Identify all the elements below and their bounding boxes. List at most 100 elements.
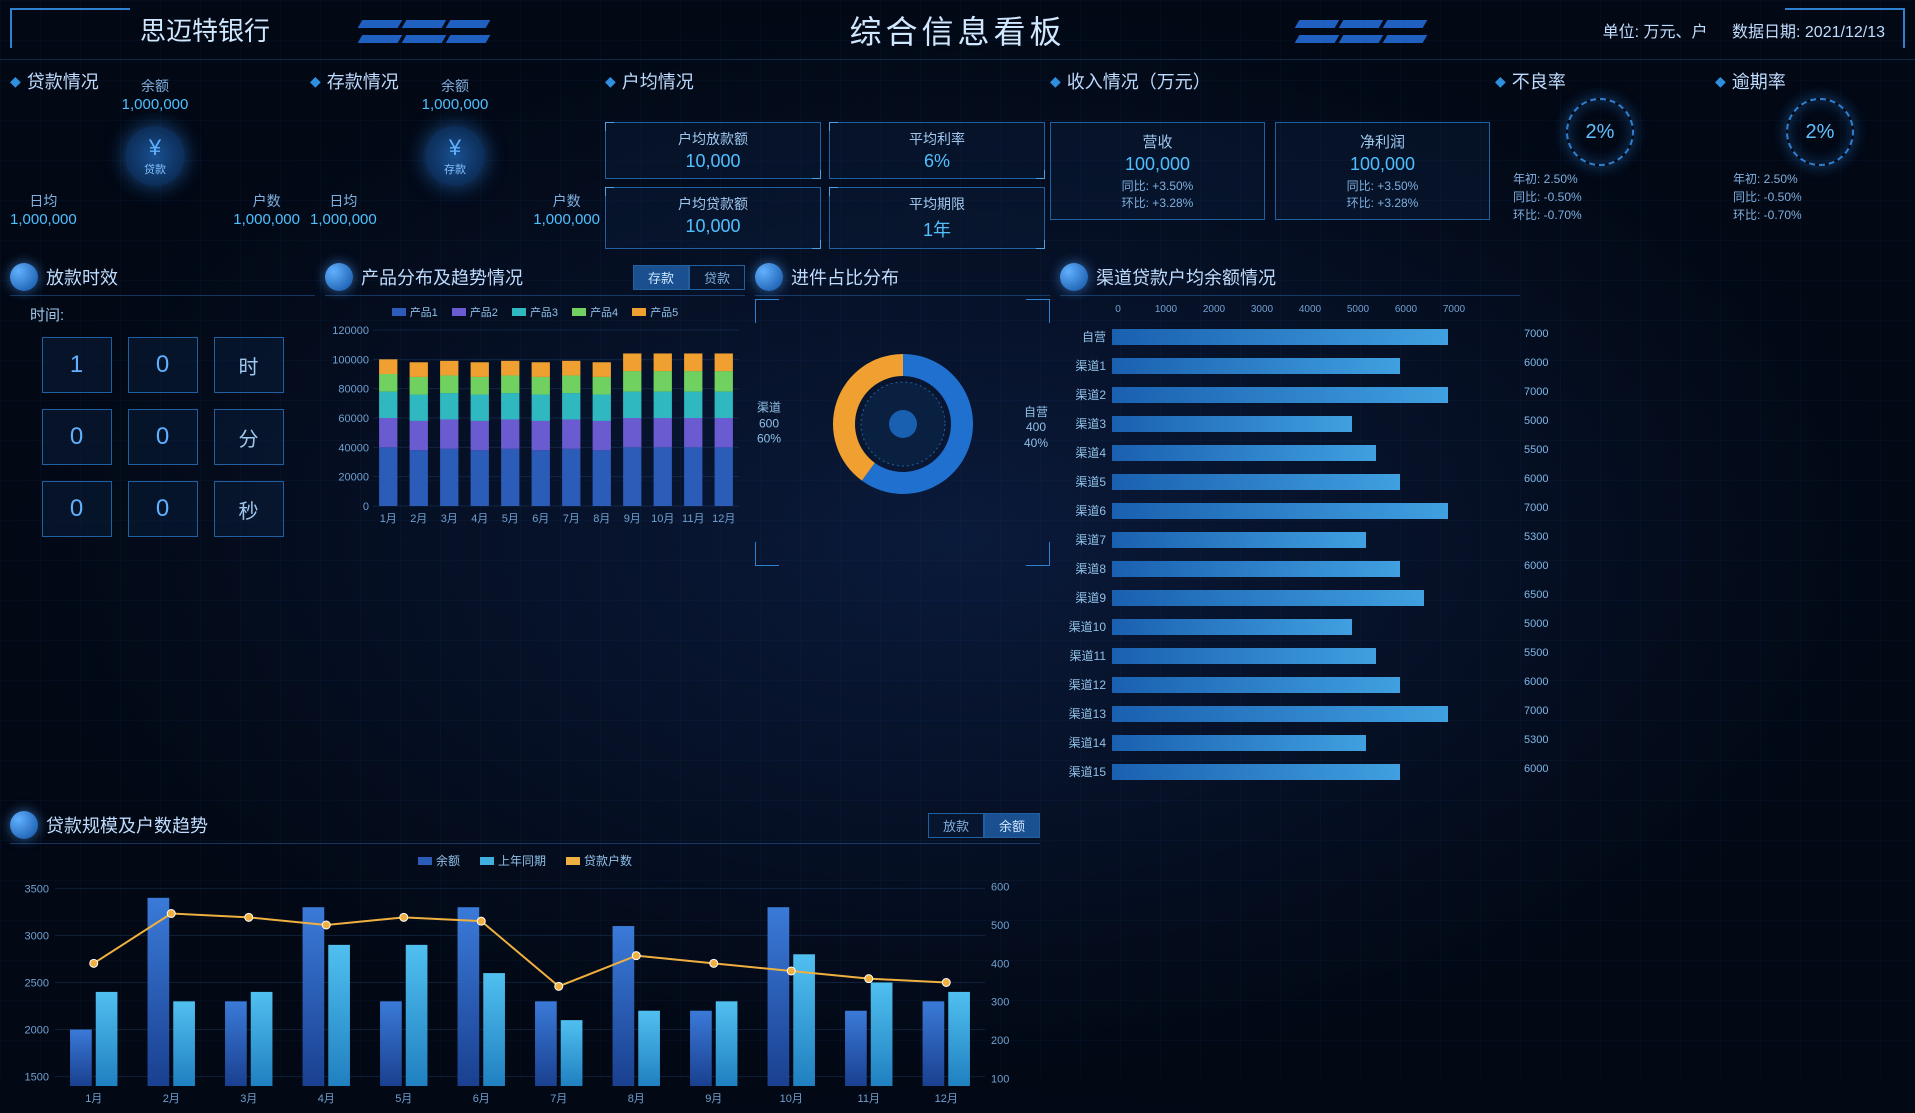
svg-text:600: 600	[991, 882, 1009, 894]
svg-text:4月: 4月	[318, 1093, 335, 1105]
svg-text:3月: 3月	[240, 1093, 257, 1105]
hbar-row: 渠道2 7000	[1060, 380, 1520, 409]
svg-text:9月: 9月	[624, 513, 641, 525]
header: 思迈特银行 综合信息看板 单位: 万元、户 数据日期: 2021/12/13	[0, 0, 1915, 60]
svg-text:1月: 1月	[85, 1093, 102, 1105]
hbar-row: 渠道10 5000	[1060, 612, 1520, 641]
hbar-row: 渠道6 7000	[1060, 496, 1520, 525]
kpi-box: 户均放款额 10,000	[605, 122, 821, 179]
hbar-row: 渠道15 6000	[1060, 757, 1520, 786]
legend-item: 余额	[418, 852, 460, 869]
svg-text:120000: 120000	[332, 326, 369, 337]
svg-text:7月: 7月	[563, 513, 580, 525]
timer-digit: 0	[42, 409, 112, 465]
svg-text:200: 200	[991, 1035, 1009, 1047]
hbar-row: 渠道3 5000	[1060, 409, 1520, 438]
svg-text:400: 400	[991, 958, 1009, 970]
svg-text:100000: 100000	[332, 354, 369, 366]
legend-item: 产品1	[392, 304, 438, 320]
svg-text:100: 100	[991, 1073, 1009, 1085]
deposit-panel: 存款情况 余额 1,000,000 ¥ 存款 日均 1,000,000 户数 1…	[310, 68, 600, 228]
svg-text:300: 300	[991, 997, 1009, 1009]
svg-text:4月: 4月	[471, 513, 488, 525]
sphere-icon	[10, 811, 38, 839]
legend-item: 产品5	[632, 304, 678, 320]
svg-text:1500: 1500	[25, 1072, 49, 1084]
sphere-icon	[755, 263, 783, 291]
svg-text:2月: 2月	[410, 513, 427, 525]
svg-text:9月: 9月	[705, 1093, 722, 1105]
hbar-row: 渠道1 6000	[1060, 351, 1520, 380]
hbar-row: 渠道12 6000	[1060, 670, 1520, 699]
toggle-loan-button[interactable]: 贷款	[689, 265, 745, 290]
hbar-row: 渠道9 6500	[1060, 583, 1520, 612]
loan-panel: 贷款情况 余额 1,000,000 ¥ 贷款 日均 1,000,000 户数 1…	[10, 68, 300, 228]
svg-text:8月: 8月	[593, 513, 610, 525]
hbar-row: 渠道11 5500	[1060, 641, 1520, 670]
loan-icon: ¥ 贷款	[125, 126, 185, 186]
timer-digit: 0	[128, 337, 198, 393]
svg-text:11月: 11月	[682, 513, 704, 525]
loan-balance-value: 1,000,000	[122, 96, 189, 113]
donut-panel: 进件占比分布 渠道60060% 自营40040%	[755, 263, 1050, 566]
per-household-panel: 户均情况 户均放款额 10,000 平均利率 6% 户均贷款额 10,000 平…	[605, 68, 1045, 249]
hbar-row: 自营 7000	[1060, 322, 1520, 351]
svg-text:80000: 80000	[338, 384, 369, 396]
svg-text:3000: 3000	[25, 930, 49, 942]
svg-text:3月: 3月	[441, 513, 458, 525]
svg-text:10月: 10月	[780, 1093, 803, 1105]
page-title: 综合信息看板	[849, 7, 1065, 53]
hbar-row: 渠道5 6000	[1060, 467, 1520, 496]
kpi-box: 平均利率 6%	[829, 122, 1045, 179]
timer-unit: 秒	[214, 481, 284, 537]
svg-text:8月: 8月	[628, 1093, 645, 1105]
svg-text:10月: 10月	[651, 513, 674, 525]
product-chart-panel: 产品分布及趋势情况 存款 贷款 产品1产品2产品3产品4产品5 02000040…	[325, 263, 745, 566]
timer-unit: 分	[214, 409, 284, 465]
hbar-panel: 渠道贷款户均余额情况 01000200030004000500060007000…	[1060, 263, 1520, 803]
svg-text:11月: 11月	[858, 1093, 880, 1105]
svg-text:1月: 1月	[380, 513, 397, 525]
legend-item: 上年同期	[480, 852, 546, 869]
svg-text:6月: 6月	[532, 513, 549, 525]
svg-text:2500: 2500	[25, 978, 49, 990]
toggle-deposit-button[interactable]: 存款	[633, 265, 689, 290]
svg-text:500: 500	[991, 920, 1009, 932]
svg-text:60000: 60000	[338, 413, 369, 425]
svg-text:5月: 5月	[395, 1093, 412, 1105]
hbar-row: 渠道7 5300	[1060, 525, 1520, 554]
legend-item: 产品3	[512, 304, 558, 320]
timer-digit: 0	[128, 481, 198, 537]
timer-digit: 1	[42, 337, 112, 393]
sphere-icon	[325, 263, 353, 291]
svg-text:6月: 6月	[473, 1093, 490, 1105]
trend-panel: 贷款规模及户数趋势 放款 余额 余额上年同期贷款户数 1500200025003…	[10, 811, 1040, 1111]
svg-text:12月: 12月	[712, 513, 735, 525]
deposit-icon: ¥ 存款	[425, 126, 485, 186]
svg-text:5月: 5月	[502, 513, 519, 525]
svg-text:7月: 7月	[550, 1093, 567, 1105]
svg-text:12月: 12月	[935, 1093, 958, 1105]
income-box: 营收 100,000 同比: +3.50% 环比: +3.28%	[1050, 122, 1265, 220]
svg-text:3500: 3500	[25, 883, 49, 895]
svg-text:2000: 2000	[25, 1025, 49, 1037]
overdue-panel: 逾期率 2% 年初: 2.50%同比: -0.50%环比: -0.70%	[1715, 68, 1915, 249]
sphere-icon	[10, 263, 38, 291]
svg-text:0: 0	[363, 501, 369, 513]
kpi-box: 户均贷款额 10,000	[605, 187, 821, 249]
toggle-disburse-button[interactable]: 放款	[928, 813, 984, 838]
legend-item: 贷款户数	[566, 852, 632, 869]
npl-panel: 不良率 2% 年初: 2.50%同比: -0.50%环比: -0.70%	[1495, 68, 1705, 249]
svg-text:20000: 20000	[338, 472, 369, 484]
logo-text: 思迈特银行	[140, 11, 270, 48]
timer-digit: 0	[128, 409, 198, 465]
timer-digit: 0	[42, 481, 112, 537]
income-box: 净利润 100,000 同比: +3.50% 环比: +3.28%	[1275, 122, 1490, 220]
loan-balance-label: 余额	[122, 76, 189, 96]
hbar-row: 渠道4 5500	[1060, 438, 1520, 467]
timer-panel: 放款时效 时间: 1 0 时0 0 分0 0 秒	[10, 263, 315, 533]
legend-item: 产品4	[572, 304, 618, 320]
toggle-balance-button[interactable]: 余额	[984, 813, 1040, 838]
svg-text:2月: 2月	[163, 1093, 180, 1105]
sphere-icon	[1060, 263, 1088, 291]
